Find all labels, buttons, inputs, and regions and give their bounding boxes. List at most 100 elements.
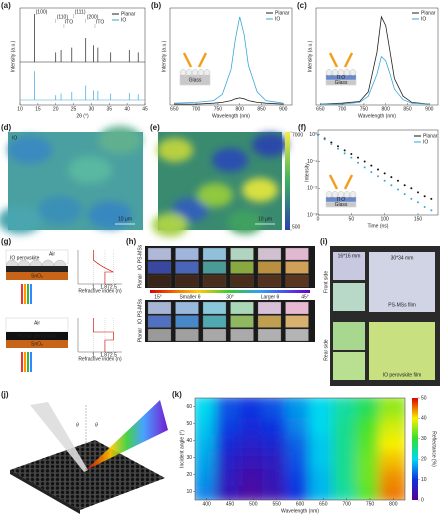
sample-photo [230, 274, 254, 288]
sample-photo [147, 315, 172, 328]
decay-point [323, 138, 326, 141]
sample-photo [230, 247, 254, 261]
x-tick-label: 10 [17, 106, 23, 112]
y-tick-label: 10 [186, 489, 192, 495]
decay-point [377, 168, 379, 171]
n-tick-label: 1 [92, 352, 95, 358]
sample-photo [147, 261, 172, 274]
n-tick-label: 1.87 [100, 352, 110, 358]
panel-label: (e) [150, 123, 160, 132]
inset-layer [325, 201, 357, 208]
inset-arrow [343, 174, 354, 190]
inset-arrow [182, 52, 193, 68]
y-axis-label: Incident angle (°) [179, 430, 185, 468]
incident-beam [30, 402, 88, 472]
y-axis-label: Intensity [304, 163, 310, 182]
heat-cell [238, 398, 268, 418]
decay-point [383, 172, 386, 175]
panel-label: (d) [1, 123, 12, 132]
inset-sphere [343, 191, 351, 198]
inset-arrow [328, 174, 339, 190]
map-blob [227, 210, 263, 234]
heat-cell [215, 398, 245, 418]
peak-label: (111) [75, 9, 86, 15]
map-tag: IO [12, 135, 17, 141]
decay-point [357, 156, 359, 159]
sample-photo [285, 301, 309, 315]
x-axis-label: Time (ns) [368, 223, 389, 229]
sample-photo [285, 328, 309, 342]
sample-photo [285, 274, 309, 288]
decay-point [417, 201, 419, 204]
n-tick-label: 1.87 [100, 284, 110, 290]
sample-photo [202, 247, 227, 261]
y-tick-label: 30 [186, 455, 192, 461]
map-blob [88, 201, 132, 229]
x-tick-label: 750 [366, 501, 375, 507]
x-tick-label: 600 [296, 501, 305, 507]
panel-label: (k) [172, 390, 182, 399]
map-blob [152, 213, 188, 237]
legend-label: Planar [275, 10, 290, 16]
n-profile [93, 318, 114, 352]
decay-point [337, 147, 339, 150]
sample-photo [285, 261, 309, 274]
panel-label: (f) [298, 123, 306, 132]
colorbar-label: 10 [421, 477, 427, 483]
colorbar-label: 500 [292, 224, 301, 230]
angle-label: θ [76, 422, 79, 428]
inset-label: Glass [335, 80, 348, 86]
n-tick-label: 2.5 [110, 352, 117, 358]
panel-label: (a) [1, 1, 11, 10]
film-label: IO perovskite film [383, 372, 422, 378]
y-axis-label: Intensity (a.u.) [307, 40, 313, 72]
panel-label: (c) [297, 1, 307, 10]
scale-label: 10 μm [118, 216, 132, 222]
sample-photo [257, 328, 282, 342]
sno2 [6, 272, 68, 280]
pl-curve [320, 55, 430, 105]
inset-label: ITO [337, 197, 345, 203]
decay-point [350, 156, 353, 159]
heatmap-clip [195, 398, 405, 500]
inset-arrow [343, 52, 354, 68]
decay-point [410, 187, 413, 190]
inset-sphere [331, 69, 339, 76]
inset-label: Glass [189, 77, 202, 83]
decay-point [357, 161, 359, 164]
inset-sphere [337, 191, 345, 198]
decay-point [363, 160, 366, 163]
layer-label: SnO₂ [31, 341, 43, 347]
x-tick-label: 850 [403, 106, 412, 112]
decay-point [423, 195, 426, 198]
sample-photo [202, 328, 227, 342]
peak-label: ITO [65, 19, 73, 25]
plate-holes [10, 440, 165, 510]
decay-point [330, 142, 333, 145]
sample-photo [175, 301, 199, 315]
x-tick-label: 650 [319, 501, 328, 507]
decay-point [377, 175, 379, 178]
n-profile [93, 250, 114, 284]
x-tick-label: 35 [107, 106, 113, 112]
x-tick-label: 650 [170, 106, 179, 112]
inset-sphere [197, 69, 205, 76]
sample-photo [202, 301, 227, 315]
x-axis-label: Wavelength (nm) [281, 508, 319, 514]
map-blob [0, 206, 42, 234]
film-small [333, 352, 365, 380]
angle-label: Larger θ [261, 294, 280, 300]
size-label: 16*16 mm [338, 253, 361, 259]
panel-label: (b) [151, 1, 162, 10]
sample-photo [230, 301, 254, 315]
film-big [369, 252, 435, 312]
panel-label: (j) [1, 390, 9, 399]
sample-photo [147, 274, 172, 288]
angle-label: 45° [301, 294, 309, 300]
x-tick-label: 450 [226, 501, 235, 507]
x-tick-label: 20 [53, 106, 59, 112]
n-axis-label: Refractive index (n) [78, 288, 122, 294]
film-small [333, 252, 365, 280]
inset-layer [325, 79, 357, 86]
colorbar [285, 132, 290, 230]
